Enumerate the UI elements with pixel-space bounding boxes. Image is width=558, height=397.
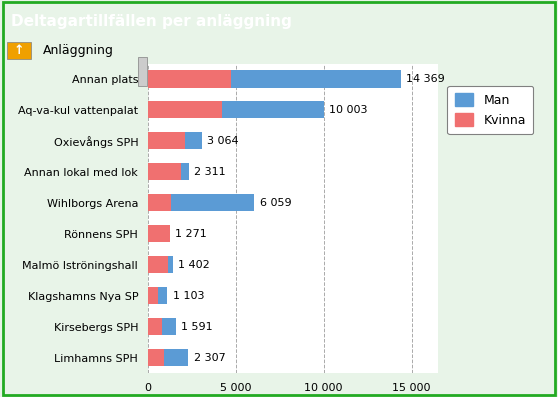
Bar <box>181 164 189 180</box>
Bar <box>7 42 31 60</box>
Text: 6 059: 6 059 <box>259 198 291 208</box>
Bar <box>148 287 158 304</box>
Bar <box>148 102 222 118</box>
Text: 2 307: 2 307 <box>194 353 225 363</box>
Bar <box>148 71 230 87</box>
Bar <box>148 195 171 211</box>
Bar <box>148 349 163 366</box>
Text: ↑: ↑ <box>13 44 24 57</box>
Text: 1 591: 1 591 <box>181 322 213 332</box>
Bar <box>168 256 172 273</box>
Bar <box>163 349 189 366</box>
Text: 14 369: 14 369 <box>406 74 445 84</box>
Bar <box>148 164 181 180</box>
Bar <box>158 287 167 304</box>
Bar <box>138 57 147 86</box>
Legend: Man, Kvinna: Man, Kvinna <box>447 86 533 134</box>
Bar <box>148 133 185 149</box>
Text: 10 003: 10 003 <box>329 105 368 115</box>
Text: Anläggning: Anläggning <box>43 44 114 57</box>
Bar <box>148 225 170 242</box>
Bar <box>185 133 202 149</box>
Text: 1 402: 1 402 <box>178 260 210 270</box>
Bar <box>148 256 168 273</box>
Text: 2 311: 2 311 <box>194 167 225 177</box>
Bar <box>171 195 254 211</box>
Bar <box>230 71 401 87</box>
Bar <box>222 102 324 118</box>
Bar <box>148 318 162 335</box>
Bar <box>162 318 176 335</box>
Text: 3 064: 3 064 <box>207 136 239 146</box>
Text: 1 271: 1 271 <box>176 229 207 239</box>
Text: 1 103: 1 103 <box>172 291 204 301</box>
Text: Deltagartillfällen per anläggning: Deltagartillfällen per anläggning <box>11 14 292 29</box>
